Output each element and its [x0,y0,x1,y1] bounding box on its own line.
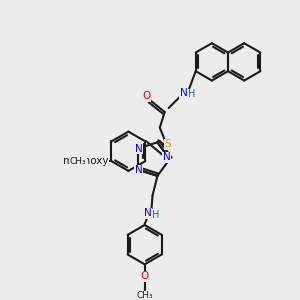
Text: CH₃: CH₃ [70,157,86,166]
Text: O: O [140,271,149,281]
Text: O: O [92,156,101,166]
Text: N: N [144,208,152,218]
Text: H: H [188,89,195,99]
Text: N: N [135,144,142,154]
Text: N: N [163,152,171,162]
Text: S: S [164,140,171,149]
Text: N: N [179,88,187,98]
Text: CH₃: CH₃ [136,291,153,300]
Text: N: N [135,166,142,176]
Text: O: O [142,91,150,101]
Text: methoxy: methoxy [63,156,109,166]
Text: H: H [152,210,159,220]
